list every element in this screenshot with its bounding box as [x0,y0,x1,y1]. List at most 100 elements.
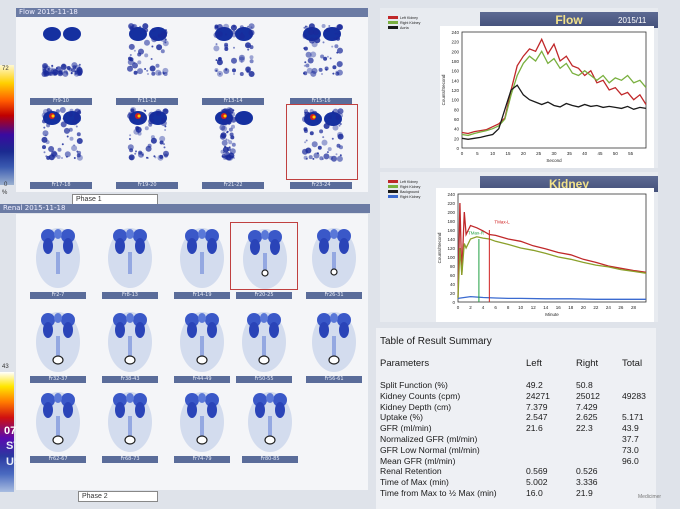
flow-frame-label: Fr19-20 [116,182,178,189]
flow-frame-thumb[interactable] [112,20,184,96]
renal-frame-label: Fr2-7 [30,292,86,299]
y-tick-label: 220 [451,40,459,45]
scan-image [108,392,152,452]
y-tick-label: 220 [447,201,455,206]
flow-frame-label: Fr11-12 [116,98,178,105]
y-tick-label: 60 [454,117,460,122]
y-tick-label: 140 [447,237,455,242]
x-tick-label: 26 [618,305,624,310]
renal-colorbar-max: 43 [2,364,9,370]
overlay-tag-1: 07 [4,425,17,437]
table-row: Kidney Counts (cpm) 24271 25012 49283 [380,391,655,401]
scan-image [180,392,224,452]
legend-swatch [388,26,398,29]
renal-frame-thumb[interactable] [300,222,368,290]
scan-image [127,23,169,76]
table-row: Split Function (%) 49.2 50.8 [380,380,655,390]
flow-frame-thumb[interactable] [198,104,270,180]
row-label: Split Function (%) [380,380,448,390]
legend-swatch [388,195,398,198]
renal-frame-thumb[interactable] [96,386,164,454]
row-total-value: 37.7 [622,434,639,444]
x-tick-label: 14 [543,305,549,310]
scan-image [242,312,286,372]
x-tick-label: 40 [582,151,588,156]
legend-swatch [388,21,398,24]
renal-frame-thumb[interactable] [230,306,298,374]
y-axis-label: Counts/Second [437,232,442,263]
table-row: Mean GFR (ml/min) 96.0 [380,456,655,466]
renal-frame-thumb[interactable] [24,386,92,454]
renal-frame-label: Fr56-61 [306,376,362,383]
y-tick-label: 160 [451,69,459,74]
series-line-left-kidney [457,202,647,298]
row-label: GFR (ml/min) [380,423,432,434]
scan-image [36,392,80,452]
scan-image [36,312,80,372]
table-row: GFR (ml/min) 21.6 22.3 43.9 [380,423,655,433]
table-row: Normalized GFR (ml/min) 37.7 [380,434,655,444]
x-tick-label: 20 [581,305,587,310]
row-total-value: 5.171 [622,412,644,423]
renal-frame-thumb[interactable] [230,222,298,290]
flow-chart-panel: Flow 2015/11 240 220 200 180 160 140 120 100 80 6… [380,8,658,168]
renal-frame-thumb[interactable] [168,306,236,374]
x-tick-label: 0 [461,151,464,156]
row-left-value: 16.0 [526,488,543,498]
phase2-field[interactable]: Phase 2 [78,491,158,502]
row-label: Renal Retention [380,466,442,477]
flow-image-panel: Flow 2015-11-18 Fr9-10 Fr11-12 Fr13-14 Fr15… [16,8,368,192]
x-tick-label: 24 [606,305,612,310]
scan-image [180,312,224,372]
renal-frame-label: Fr68-73 [102,456,158,463]
renal-frame-thumb[interactable] [168,222,236,290]
x-axis-label: Second [546,158,562,163]
legend-entry: Left Kidney [400,16,418,20]
row-left-value: 5.002 [526,477,548,488]
header-parameters: Parameters [380,358,430,369]
renal-frame-thumb[interactable] [300,306,368,374]
scan-image [312,228,356,288]
renal-frame-thumb[interactable] [96,306,164,374]
table-row: Time from Max to ½ Max (min) 16.0 21.9 [380,488,655,498]
y-tick-label: 0 [452,300,455,305]
scan-image [243,229,287,289]
row-label: Normalized GFR (ml/min) [380,434,478,444]
x-axis-label: Minute [545,312,559,317]
row-left-value: 7.379 [526,401,548,412]
flow-frame-label: Fr23-24 [290,182,352,189]
colorbar-max-label: 72 [2,66,9,72]
flow-frame-thumb[interactable] [198,20,270,96]
x-tick-label: 35 [567,151,573,156]
row-total-value: 49283 [622,390,646,401]
row-right-value: 3.336 [576,477,598,488]
renal-frame-label: Fr80-85 [242,456,298,463]
renal-frame-thumb[interactable] [96,222,164,290]
renal-frame-label: Fr50-55 [236,376,292,383]
flow-frame-thumb[interactable] [112,104,184,180]
y-tick-label: 120 [451,88,459,93]
table-row: Renal Retention 0.569 0.526 [380,466,655,476]
renal-frame-thumb[interactable] [24,306,92,374]
flow-frame-thumb[interactable] [286,104,358,180]
renal-frame-thumb[interactable] [24,222,92,290]
table-row: Time of Max (min) 5.002 3.336 [380,477,655,487]
renal-frame-thumb[interactable] [236,386,304,454]
y-tick-label: 240 [447,192,455,197]
flow-frame-thumb[interactable] [286,20,358,96]
x-tick-label: 50 [613,151,619,156]
row-total-value: 43.9 [622,423,639,434]
series-line-aorta [461,84,647,140]
renal-frame-label: Fr38-43 [102,376,158,383]
x-tick-label: 16 [556,305,562,310]
y-tick-label: 180 [447,219,455,224]
table-title: Table of Result Summary [380,336,492,347]
y-tick-label: 120 [447,246,455,251]
flow-frame-thumb[interactable] [26,20,98,96]
legend-swatch [388,190,398,193]
legend-entry: Aorta [400,26,409,30]
watermark: Medicimer [638,494,662,500]
renal-frame-thumb[interactable] [168,386,236,454]
flow-frame-thumb[interactable] [26,104,98,180]
